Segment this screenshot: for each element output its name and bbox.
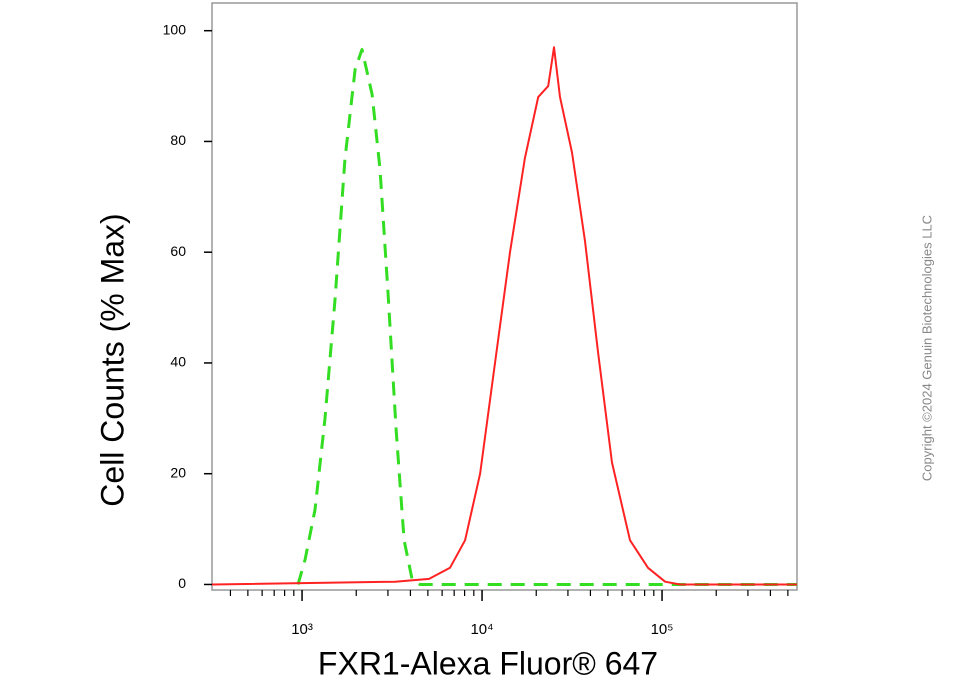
y-tick-label: 20: [170, 464, 186, 480]
x-axis-title: FXR1-Alexa Fluor® 647: [318, 645, 658, 681]
x-tick-label: 10⁵: [651, 621, 674, 638]
y-tick-label: 40: [170, 354, 186, 370]
y-tick-label: 80: [170, 132, 186, 148]
y-axis-title: Cell Counts (% Max): [94, 213, 130, 506]
series-line: [211, 46, 797, 586]
y-tick-label: 0: [178, 575, 186, 591]
y-tick-label: 100: [163, 21, 187, 37]
x-tick-label: 10³: [291, 621, 313, 638]
x-tick-label: 10⁴: [470, 621, 493, 638]
copyright: Copyright ©2024 Genuin Biotechnologies L…: [919, 215, 934, 481]
series-line: [296, 48, 797, 586]
y-tick-label: 60: [170, 243, 186, 259]
plot-frame: [211, 2, 798, 591]
